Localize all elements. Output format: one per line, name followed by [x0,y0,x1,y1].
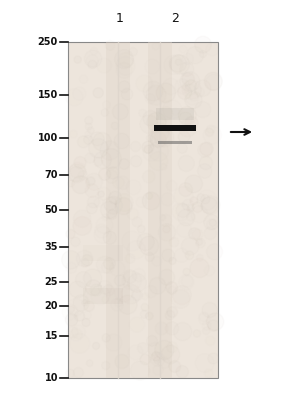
Bar [83,288,123,304]
Bar [106,42,130,378]
Text: 15: 15 [45,331,58,341]
Text: 35: 35 [45,242,58,252]
Text: 10: 10 [45,373,58,383]
Text: 250: 250 [38,37,58,47]
Text: 2: 2 [171,12,179,24]
Text: 1: 1 [116,12,124,24]
Text: 25: 25 [45,277,58,287]
Text: 100: 100 [38,133,58,143]
Text: 20: 20 [45,301,58,311]
Bar [156,108,194,120]
Bar [158,140,192,144]
Bar [68,42,218,378]
Text: 50: 50 [45,205,58,215]
Bar [148,42,172,378]
Text: 70: 70 [45,170,58,180]
Bar [83,245,123,261]
Text: 150: 150 [38,90,58,100]
Bar [154,125,196,131]
